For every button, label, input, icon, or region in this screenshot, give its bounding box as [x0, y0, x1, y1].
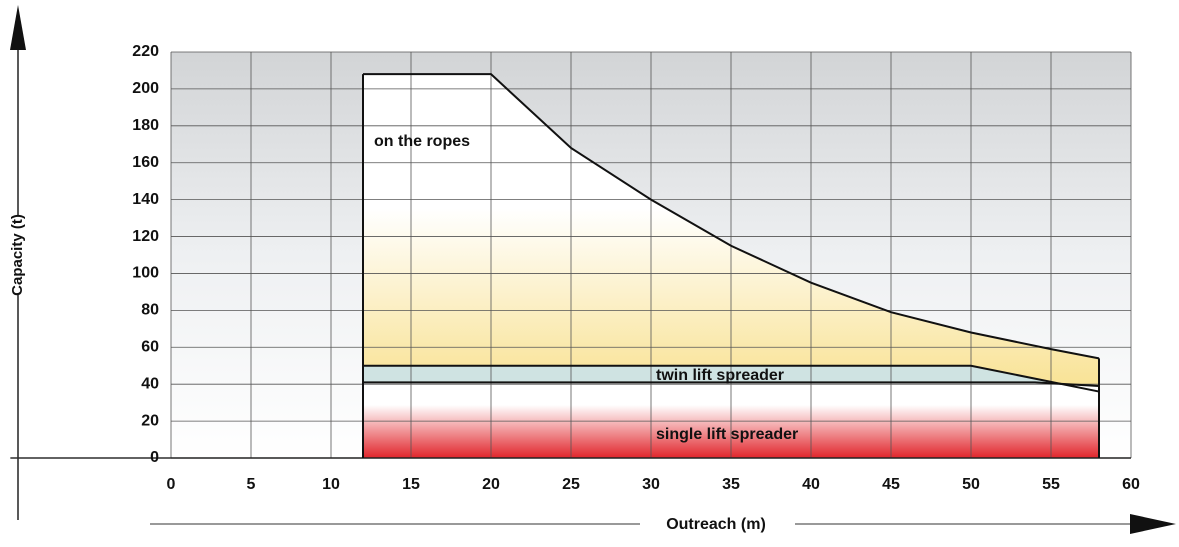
region-label: on the ropes [374, 133, 470, 150]
y-tick-label: 180 [132, 117, 159, 134]
x-tick-label: 15 [402, 476, 420, 493]
x-tick-label: 10 [322, 476, 340, 493]
area-outline [363, 73, 1100, 360]
y-label-bg [6, 215, 30, 295]
x-tick-label: 0 [167, 476, 176, 493]
area-outline [363, 381, 1100, 388]
x-tick-label: 30 [642, 476, 660, 493]
x-tick-label: 40 [802, 476, 820, 493]
y-tick-label: 0 [150, 449, 159, 466]
y-tick-label: 100 [132, 265, 159, 282]
y-tick-label: 40 [141, 375, 159, 392]
x-tick-label: 25 [562, 476, 580, 493]
x-tick-label: 60 [1122, 476, 1140, 493]
x-tick-label: 35 [722, 476, 740, 493]
y-tick-label: 60 [141, 338, 159, 355]
x-tick-label: 50 [962, 476, 980, 493]
region-label: single lift spreader [656, 426, 798, 443]
x-tick-label: 55 [1042, 476, 1060, 493]
x-axis-label: Outreach (m) [666, 516, 766, 533]
y-tick-label: 120 [132, 228, 159, 245]
y-tick-label: 140 [132, 191, 159, 208]
y-tick-label: 200 [132, 80, 159, 97]
x-tick-label: 20 [482, 476, 500, 493]
y-tick-label: 20 [141, 412, 159, 429]
y-arrow-head [10, 5, 26, 50]
y-tick-label: 220 [132, 43, 159, 60]
y-tick-label: 160 [132, 154, 159, 171]
x-arrow-head [1130, 514, 1176, 534]
y-axis-label: Capacity (t) [9, 214, 26, 296]
y-tick-label: 80 [141, 302, 159, 319]
x-tick-label: 45 [882, 476, 900, 493]
region-label: twin lift spreader [656, 367, 784, 384]
x-tick-label: 5 [247, 476, 256, 493]
